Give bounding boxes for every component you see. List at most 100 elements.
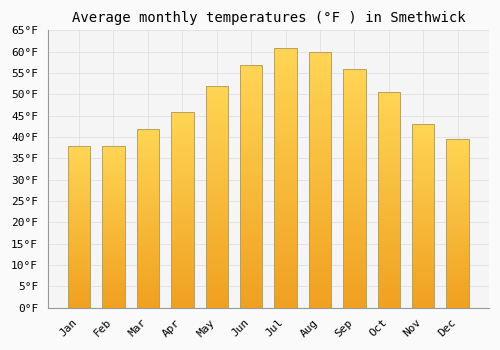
Bar: [412, 257, 434, 258]
Bar: [171, 112, 194, 308]
Bar: [136, 231, 159, 232]
Bar: [102, 235, 124, 237]
Bar: [412, 300, 434, 302]
Bar: [309, 231, 331, 233]
Bar: [171, 233, 194, 235]
Bar: [274, 115, 297, 118]
Bar: [274, 238, 297, 240]
Bar: [102, 184, 124, 186]
Bar: [102, 147, 124, 149]
Bar: [171, 280, 194, 282]
Bar: [309, 52, 331, 54]
Bar: [240, 133, 262, 135]
Bar: [378, 114, 400, 116]
Bar: [309, 270, 331, 272]
Bar: [378, 148, 400, 150]
Bar: [343, 229, 365, 231]
Bar: [136, 238, 159, 240]
Bar: [412, 244, 434, 245]
Bar: [136, 275, 159, 277]
Bar: [309, 93, 331, 95]
Bar: [446, 267, 469, 269]
Bar: [68, 183, 90, 184]
Bar: [446, 240, 469, 242]
Bar: [412, 253, 434, 254]
Bar: [171, 210, 194, 212]
Bar: [378, 239, 400, 241]
Bar: [240, 269, 262, 271]
Bar: [68, 290, 90, 292]
Bar: [206, 86, 228, 88]
Bar: [206, 113, 228, 115]
Bar: [412, 155, 434, 158]
Bar: [136, 254, 159, 256]
Bar: [412, 247, 434, 249]
Bar: [412, 297, 434, 299]
Bar: [343, 78, 365, 81]
Bar: [206, 234, 228, 237]
Bar: [343, 110, 365, 112]
Bar: [378, 94, 400, 97]
Bar: [343, 272, 365, 274]
Bar: [446, 245, 469, 247]
Bar: [102, 207, 124, 209]
Bar: [446, 198, 469, 200]
Bar: [343, 148, 365, 150]
Bar: [136, 141, 159, 143]
Bar: [446, 187, 469, 188]
Bar: [343, 215, 365, 217]
Bar: [446, 214, 469, 215]
Bar: [206, 264, 228, 266]
Bar: [171, 290, 194, 292]
Bar: [240, 264, 262, 266]
Bar: [446, 151, 469, 153]
Bar: [102, 298, 124, 300]
Bar: [274, 110, 297, 113]
Bar: [378, 146, 400, 148]
Bar: [136, 136, 159, 138]
Bar: [412, 146, 434, 148]
Bar: [309, 85, 331, 88]
Bar: [446, 229, 469, 230]
Bar: [206, 119, 228, 121]
Bar: [102, 167, 124, 168]
Bar: [309, 72, 331, 75]
Bar: [412, 271, 434, 273]
Bar: [274, 196, 297, 198]
Bar: [102, 162, 124, 163]
Bar: [412, 231, 434, 232]
Bar: [309, 298, 331, 300]
Bar: [68, 275, 90, 277]
Bar: [240, 281, 262, 284]
Bar: [68, 149, 90, 150]
Bar: [68, 303, 90, 304]
Bar: [136, 166, 159, 168]
Bar: [274, 86, 297, 89]
Bar: [412, 276, 434, 278]
Bar: [378, 107, 400, 110]
Bar: [102, 157, 124, 159]
Bar: [171, 178, 194, 180]
Bar: [343, 93, 365, 95]
Bar: [343, 224, 365, 226]
Bar: [378, 101, 400, 103]
Bar: [343, 145, 365, 148]
Bar: [136, 128, 159, 130]
Bar: [240, 230, 262, 232]
Bar: [274, 126, 297, 128]
Bar: [378, 168, 400, 170]
Bar: [136, 301, 159, 302]
Bar: [378, 159, 400, 161]
Bar: [446, 188, 469, 190]
Bar: [240, 261, 262, 264]
Bar: [378, 273, 400, 275]
Bar: [68, 172, 90, 173]
Bar: [102, 269, 124, 271]
Bar: [446, 242, 469, 244]
Bar: [378, 267, 400, 269]
Bar: [206, 237, 228, 239]
Bar: [343, 208, 365, 210]
Bar: [171, 139, 194, 141]
Bar: [378, 178, 400, 181]
Bar: [274, 146, 297, 149]
